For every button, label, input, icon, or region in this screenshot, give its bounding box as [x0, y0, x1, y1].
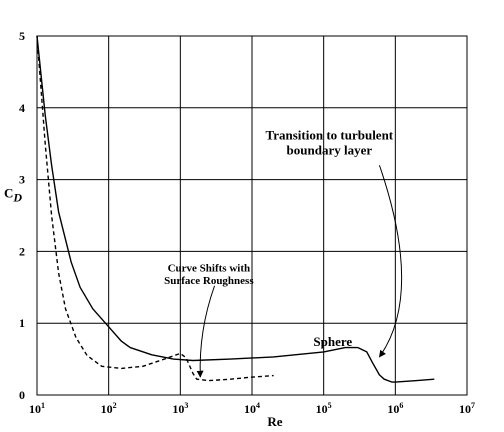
x-tick-label: 105 — [316, 401, 332, 416]
x-tick-label: 107 — [459, 401, 475, 416]
x-tick-label: 101 — [29, 401, 45, 416]
annotation-arrow-roughness — [196, 285, 215, 378]
grid — [36, 35, 468, 396]
y-axis-label-sub: D — [12, 191, 22, 205]
annotation-sphere: Sphere — [313, 334, 352, 349]
rough-sphere-curve — [36, 35, 274, 382]
x-tick-label: 104 — [244, 401, 260, 416]
y-tick-label: 5 — [19, 29, 25, 43]
tick-labels: 101 102 103 104 105 106 107 0 1 2 3 4 5 — [19, 29, 475, 416]
annotation-transition: Transition to turbulent boundary layer — [266, 127, 394, 157]
series-lines — [36, 35, 435, 383]
x-tick-label: 106 — [387, 401, 403, 416]
sphere-curve — [36, 35, 435, 383]
y-tick-label: 2 — [19, 244, 25, 258]
x-tick-label: 103 — [172, 401, 188, 416]
annotation-roughness: Curve Shifts with Surface Roughness — [164, 263, 254, 288]
annotations: Sphere Curve Shifts with Surface Roughness… — [164, 127, 403, 378]
annotation-arrow-transition — [378, 165, 403, 358]
y-tick-label: 3 — [19, 173, 25, 187]
plot-frame — [36, 35, 468, 396]
y-tick-label: 1 — [19, 316, 25, 330]
y-tick-label: 4 — [19, 101, 25, 115]
y-axis-label-main: C — [4, 186, 13, 201]
y-axis-label: CD — [4, 186, 22, 205]
x-axis-label: Re — [267, 414, 282, 429]
y-tick-label: 0 — [19, 388, 25, 402]
x-tick-label: 102 — [101, 401, 117, 416]
